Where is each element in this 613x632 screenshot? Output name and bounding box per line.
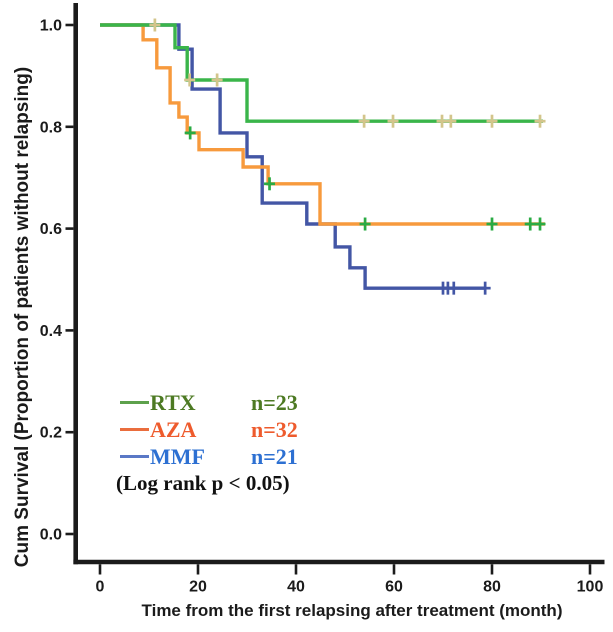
y-tick-label: 0.6 [40, 221, 62, 238]
x-tick-label: 40 [287, 579, 305, 596]
legend-label-rtx: RTX [150, 389, 196, 415]
log-rank-note: (Log rank p < 0.05) [116, 471, 290, 495]
x-tick-label: 0 [96, 579, 105, 596]
legend: RTX n=23 AZA n=32 MMF n=21 (Log rank p <… [116, 389, 298, 496]
x-tick-label: 20 [189, 579, 207, 596]
legend-line-sample-aza [120, 427, 149, 432]
series-line-rtx [100, 23, 543, 123]
series-group [100, 23, 545, 290]
legend-count-rtx: n=23 [251, 389, 298, 415]
legend-count-aza: n=32 [251, 416, 298, 442]
y-tick-label: 1.0 [40, 18, 62, 35]
series-line-mmf [100, 23, 487, 290]
legend-item-mmf: MMF n=21 [120, 443, 298, 470]
y-tick-label: 0.4 [40, 323, 62, 340]
censor-group [149, 18, 546, 295]
legend-label-mmf: MMF [150, 443, 205, 469]
legend-item-aza: AZA n=32 [120, 416, 298, 443]
x-tick-label: 60 [385, 579, 403, 596]
legend-item-rtx: RTX n=23 [120, 389, 298, 416]
y-tick-label: 0.2 [40, 425, 62, 442]
series-line-aza [100, 23, 545, 226]
y-tick-label: 0.0 [40, 527, 62, 544]
axes-group [73, 3, 605, 565]
y-axis-title: Cum Survival (Proportion of patients wit… [12, 66, 33, 568]
legend-line-sample-rtx [120, 400, 149, 405]
legend-line-sample-mmf [120, 454, 149, 459]
x-tick-label: 100 [577, 579, 604, 596]
legend-count-mmf: n=21 [251, 443, 298, 469]
x-axis-title: Time from the first relapsing after trea… [141, 601, 563, 620]
x-tick-label: 80 [483, 579, 501, 596]
legend-label-aza: AZA [150, 416, 197, 442]
y-tick-label: 0.8 [40, 119, 62, 136]
tick-group: 0.0 0.2 0.4 0.6 0.8 1.0 0 20 40 60 80 100 [40, 18, 604, 596]
